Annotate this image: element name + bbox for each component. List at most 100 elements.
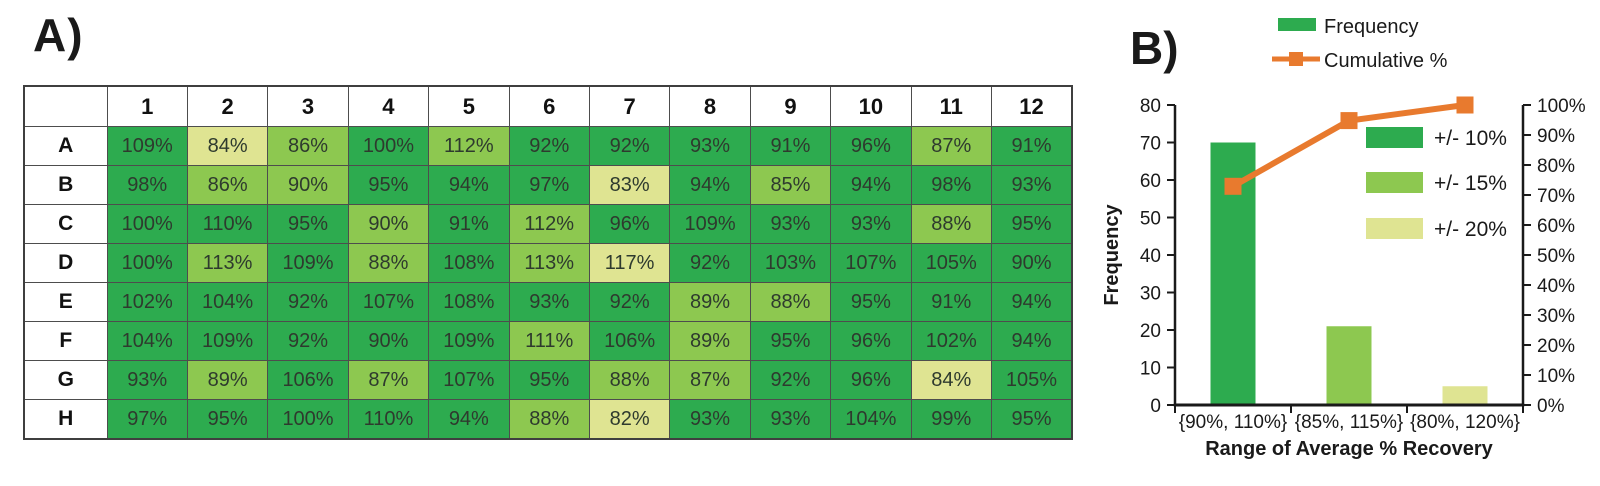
plate-col-header: 10 xyxy=(830,85,912,127)
plate-cell: 92% xyxy=(267,282,349,322)
cumulative-marker xyxy=(1456,96,1474,114)
right-tick-label: 50% xyxy=(1537,246,1575,267)
left-tick-label: 80 xyxy=(1140,96,1161,117)
plate-row-header: H xyxy=(23,399,108,440)
plate-cell: 92% xyxy=(588,126,671,166)
plate-col-header: 2 xyxy=(186,85,269,127)
x-axis-title: Range of Average % Recovery xyxy=(1205,438,1493,460)
plate-cell: 94% xyxy=(830,165,912,205)
plate-cell: 95% xyxy=(347,165,430,205)
plate-cell: 88% xyxy=(508,399,590,440)
plate-row: B 98% 86% 90% 95% 94% 97% 83% 94% 85% 94% 98% 93% xyxy=(23,165,1073,205)
plate-cell: 84% xyxy=(186,126,269,166)
plate-col-header: 7 xyxy=(588,85,671,127)
plate-cell: 109% xyxy=(428,321,510,361)
frequency-bar xyxy=(1442,386,1488,405)
plate-cell: 93% xyxy=(749,204,832,244)
plate-row-header: G xyxy=(23,360,108,400)
plate-cell: 92% xyxy=(669,243,751,283)
plate-cell: 93% xyxy=(106,360,188,400)
plate-cell: 94% xyxy=(428,165,510,205)
left-tick-label: 60 xyxy=(1140,171,1161,192)
plate-cell: 92% xyxy=(749,360,832,400)
plate-cell: 112% xyxy=(508,204,590,244)
range-legend-swatch xyxy=(1366,127,1423,148)
plate-cell: 100% xyxy=(106,243,188,283)
plate-col-header: 11 xyxy=(910,85,992,127)
plate-header-row: 1 2 3 4 5 6 7 8 9 10 11 12 xyxy=(23,85,1073,127)
right-tick-label: 90% xyxy=(1537,126,1575,147)
frequency-bar xyxy=(1326,326,1372,405)
plate-heatmap-table: 1 2 3 4 5 6 7 8 9 10 11 12 A 109% 84% 86% 100% 112% 92% 92%… xyxy=(23,85,1073,440)
plate-cell: 104% xyxy=(186,282,269,322)
plate-cell: 103% xyxy=(749,243,832,283)
right-tick-label: 70% xyxy=(1537,186,1575,207)
plate-row: D 100% 113% 109% 88% 108% 113% 117% 92% 103% 107% 1… xyxy=(23,243,1073,283)
right-tick-label: 40% xyxy=(1537,276,1575,297)
plate-cell: 95% xyxy=(990,204,1073,244)
plate-cell: 97% xyxy=(106,399,188,440)
plate-cell: 83% xyxy=(588,165,671,205)
plate-cell: 86% xyxy=(267,126,349,166)
cumulative-marker xyxy=(1224,177,1242,195)
plate-cell: 106% xyxy=(588,321,671,361)
x-category-label: {85%, 115%} xyxy=(1295,412,1403,433)
plate-cell: 93% xyxy=(669,126,751,166)
plate-cell: 96% xyxy=(830,126,912,166)
plate-cell: 90% xyxy=(990,243,1073,283)
plate-cell: 84% xyxy=(910,360,992,400)
plate-cell: 104% xyxy=(106,321,188,361)
plate-cell: 113% xyxy=(186,243,269,283)
right-tick-label: 0% xyxy=(1537,396,1565,417)
range-legend-label: +/- 15% xyxy=(1434,172,1507,195)
plate-cell: 98% xyxy=(910,165,992,205)
plate-cell: 107% xyxy=(428,360,510,400)
plate-row-header: E xyxy=(23,282,108,322)
legend-cumulative-marker xyxy=(1289,52,1303,66)
plate-cell: 93% xyxy=(669,399,751,440)
x-category-label: {90%, 110%} xyxy=(1179,412,1287,433)
plate-cell: 82% xyxy=(588,399,671,440)
pareto-chart: B) 0 10 20 30 40 50 60 70 80 0% 10% 20% 30% 40% 50% 60% 7… xyxy=(1101,16,1586,460)
plate-row-header: C xyxy=(23,204,108,244)
plate-cell: 104% xyxy=(830,399,912,440)
range-legend-label: +/- 20% xyxy=(1434,218,1507,241)
plate-row-header: D xyxy=(23,243,108,283)
range-legend-swatch xyxy=(1366,218,1423,239)
plate-cell: 109% xyxy=(106,126,188,166)
plate-cell: 91% xyxy=(990,126,1073,166)
plate-cell: 95% xyxy=(186,399,269,440)
plate-cell: 88% xyxy=(910,204,992,244)
plate-cell: 111% xyxy=(508,321,590,361)
plate-cell: 117% xyxy=(588,243,671,283)
plate-cell: 108% xyxy=(428,282,510,322)
plate-cell: 95% xyxy=(990,399,1073,440)
plate-cell: 85% xyxy=(749,165,832,205)
right-tick-label: 10% xyxy=(1537,366,1575,387)
plate-cell: 100% xyxy=(106,204,188,244)
plate-cell: 107% xyxy=(830,243,912,283)
plate-cell: 87% xyxy=(347,360,430,400)
plate-cell: 89% xyxy=(186,360,269,400)
plate-cell: 98% xyxy=(106,165,188,205)
plate-cell: 94% xyxy=(990,321,1073,361)
plate-cell: 94% xyxy=(428,399,510,440)
legend-frequency-swatch xyxy=(1278,18,1316,31)
plate-cell: 113% xyxy=(508,243,590,283)
plate-col-header: 5 xyxy=(428,85,510,127)
right-tick-label: 30% xyxy=(1537,306,1575,327)
plate-cell: 99% xyxy=(910,399,992,440)
plate-col-header: 6 xyxy=(508,85,590,127)
right-tick-label: 20% xyxy=(1537,336,1575,357)
plate-corner-cell xyxy=(23,85,108,127)
right-tick-label: 100% xyxy=(1537,96,1586,117)
plate-col-header: 8 xyxy=(669,85,751,127)
plate-col-header: 1 xyxy=(106,85,188,127)
left-tick-label: 40 xyxy=(1140,246,1161,267)
plate-cell: 100% xyxy=(347,126,430,166)
plate-cell: 88% xyxy=(749,282,832,322)
plate-cell: 87% xyxy=(669,360,751,400)
plate-cell: 94% xyxy=(990,282,1073,322)
left-tick-label: 70 xyxy=(1140,134,1161,155)
plate-cell: 92% xyxy=(588,282,671,322)
